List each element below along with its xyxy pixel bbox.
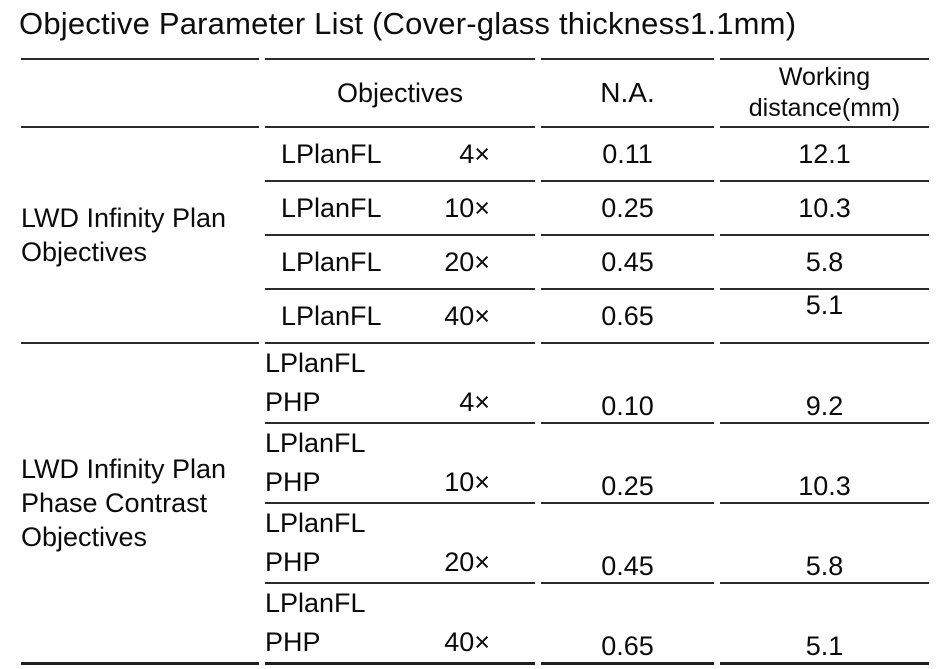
col-header-working-distance: Working distance(mm) [720,58,929,128]
na-value: 0.65 [541,584,714,665]
group-label-lwd-infinity-plan-phase-contrast: LWD Infinity Plan Phase Contrast Objecti… [21,344,259,665]
table-row: LPlanFL 20× 0.45 5.8 [21,236,929,290]
objective-cell: LPlanFL 10× [265,182,535,236]
objective-cell: LPlanFL 20× [265,236,535,290]
group-label-line: Objectives [21,237,148,267]
objective-magnification: 20× [444,246,490,277]
objective-name: LPlanFL [281,300,382,331]
objective-magnification: 10× [444,467,490,497]
table-row: LPlanFL PHP 20× 0.45 5.8 [21,504,929,584]
col-header-na: N.A. [541,58,714,128]
objective-name-line2: PHP [265,467,321,497]
objective-cell: LPlanFL PHP 4× [265,344,535,424]
table-row: LPlanFL 40× 0.65 5.1 [21,290,929,344]
objective-parameter-table: Objectives N.A. Working distance(mm) LWD… [15,58,935,665]
objective-name: LPlanFL [281,192,382,223]
table-row: LWD Infinity Plan Phase Contrast Objecti… [21,344,929,665]
na-value: 0.65 [541,290,714,344]
objective-magnification: 40× [444,300,490,331]
objective-magnification: 4× [459,138,490,169]
group-label-line: LWD Infinity Plan [21,454,227,484]
na-value: 0.45 [541,236,714,290]
objective-name-line1: LPlanFL [265,588,366,618]
objective-name: LPlanFL [281,138,382,169]
objective-name-line1: LPlanFL [265,348,366,378]
working-distance-value: 5.1 [720,290,929,344]
working-distance-value: 5.1 [720,584,929,665]
objective-cell: LPlanFL PHP 40× [265,584,535,665]
objective-magnification: 10× [444,192,490,223]
objective-cell: LPlanFL 4× [265,128,535,182]
working-distance-line1: Working [778,63,871,91]
na-value: 0.25 [541,424,714,504]
working-distance-value: 5.8 [720,504,929,584]
objective-cell: LPlanFL PHP 10× [265,424,535,504]
group-label-line: Phase Contrast [21,488,208,518]
objective-name: LPlanFL [281,246,382,277]
objective-cell: LPlanFL 40× [265,290,535,344]
objective-name-line1: LPlanFL [265,428,366,458]
group-label-lwd-infinity-plan: LWD Infinity Plan Objectives [21,128,259,344]
working-distance-value: 9.2 [720,344,929,424]
header-spacer-cell [21,58,259,128]
working-distance-value: 10.3 [720,182,929,236]
col-header-objectives: Objectives [265,58,535,128]
objective-cell: LPlanFL PHP 20× [265,504,535,584]
table-row: LPlanFL PHP 40× 0.65 5.1 [21,584,929,665]
objective-magnification: 40× [444,627,490,657]
group-label-line: Objectives [21,522,148,552]
objective-name-line2: PHP [265,387,321,417]
na-value: 0.25 [541,182,714,236]
na-value: 0.11 [541,128,714,182]
objective-magnification: 4× [459,387,490,417]
group-label-line: LWD Infinity Plan [21,203,227,233]
objective-name-line2: PHP [265,627,321,657]
table-row: LPlanFL 10× 0.25 10.3 [21,182,929,236]
na-value: 0.45 [541,504,714,584]
working-distance-value: 12.1 [720,128,929,182]
table-row: LWD Infinity Plan Objectives LPlanFL 4× … [21,128,929,344]
working-distance-value: 10.3 [720,424,929,504]
objective-magnification: 20× [444,547,490,577]
page-title: Objective Parameter List (Cover-glass th… [19,6,797,41]
na-value: 0.10 [541,344,714,424]
table-row: LPlanFL PHP 10× 0.25 10.3 [21,424,929,504]
working-distance-line2: distance(mm) [748,94,901,122]
objective-name-line2: PHP [265,547,321,577]
table-header-row: Objectives N.A. Working distance(mm) [21,58,929,128]
working-distance-value: 5.8 [720,236,929,290]
objective-name-line1: LPlanFL [265,508,366,538]
